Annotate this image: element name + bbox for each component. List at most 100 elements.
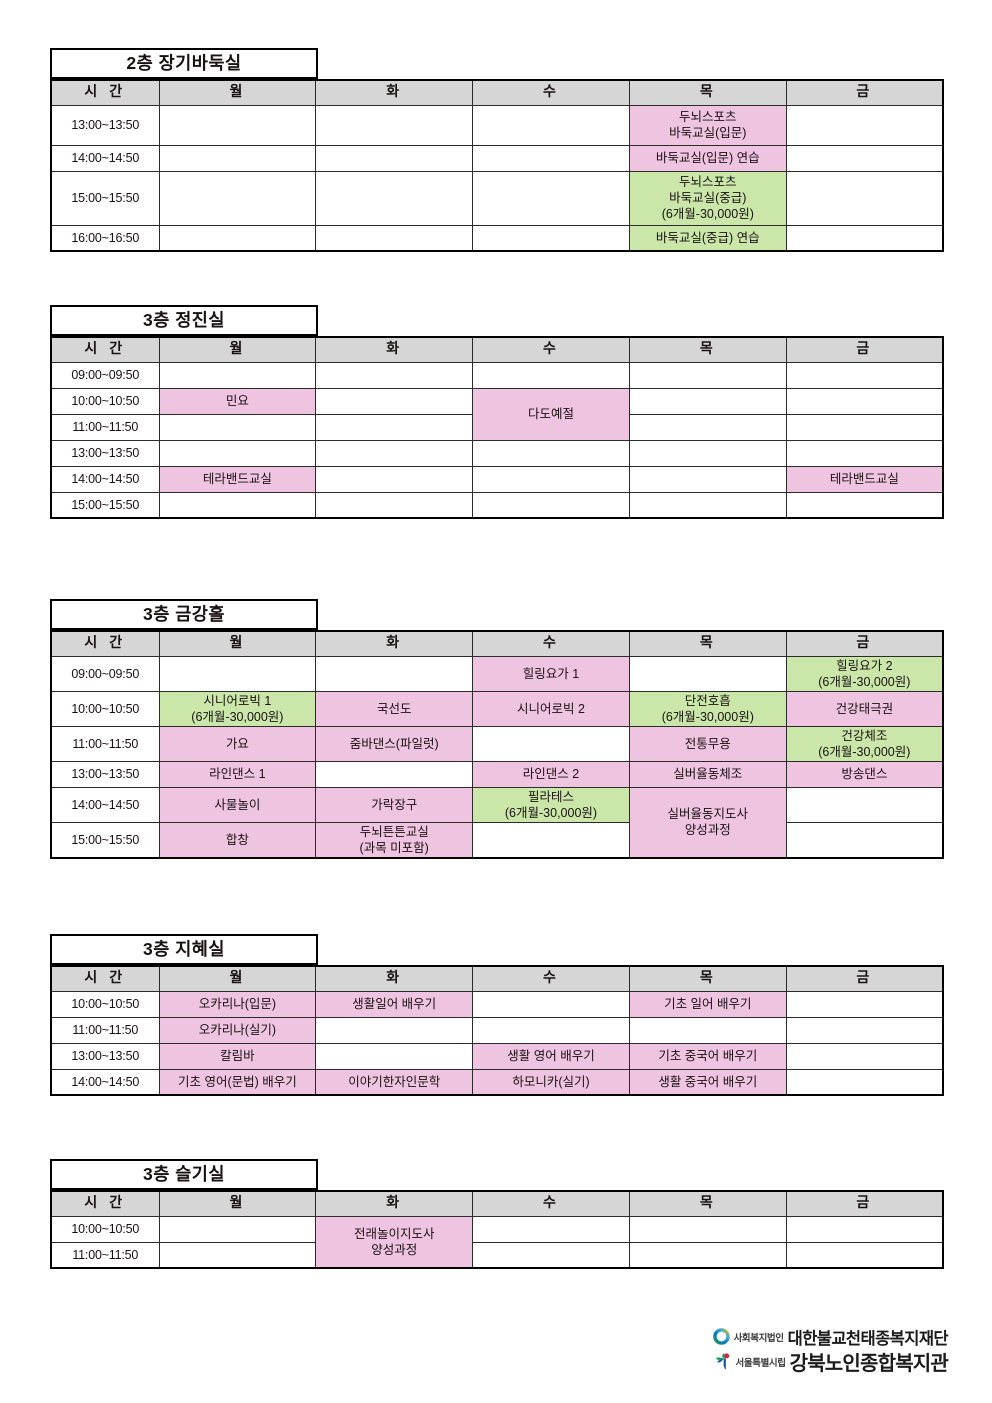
program-cell[interactable]: 줌바댄스(파일럿): [315, 725, 474, 762]
table-row: 10:00~10:50 민요 다도예절: [51, 387, 943, 441]
empty-cell: [315, 361, 474, 389]
program-cell[interactable]: 힐링요가 2 (6개월-30,000원): [785, 655, 943, 692]
table-row: 11:00~11:50 오카리나(실기): [51, 1016, 943, 1044]
program-cell[interactable]: 이야기한자인문학: [315, 1068, 474, 1095]
program-cell[interactable]: 오카리나(입문): [158, 990, 317, 1018]
program-line: 힐링요가 1: [522, 666, 580, 681]
block-title: 3층 지혜실: [50, 934, 318, 965]
program-cell[interactable]: 테라밴드교실: [785, 465, 943, 493]
program-cell[interactable]: 생활 영어 배우기: [472, 1042, 630, 1070]
program-cell[interactable]: 단전호흡 (6개월-30,000원): [628, 690, 787, 727]
program-cell[interactable]: 테라밴드교실: [158, 465, 317, 493]
empty-cell: [785, 224, 943, 251]
empty-cell: [315, 465, 474, 493]
program-cell[interactable]: 건강체조 (6개월-30,000원): [785, 725, 943, 762]
table-row: 14:00~14:50 바둑교실(입문) 연습: [51, 144, 943, 172]
empty-cell: [315, 1016, 474, 1044]
program-line: (6개월-30,000원): [504, 805, 598, 820]
program-cell[interactable]: 국선도: [315, 690, 474, 727]
program-line: 생활 중국어 배우기: [658, 1074, 758, 1089]
program-cell[interactable]: 바둑교실(입문) 연습: [628, 144, 787, 172]
program-cell[interactable]: 실버율동체조: [628, 760, 787, 788]
table-row: 16:00~16:50 바둑교실(중급) 연습: [51, 224, 943, 251]
empty-cell: [158, 104, 317, 146]
table-row: 09:00~09:50: [51, 361, 943, 389]
empty-cell: [628, 1215, 787, 1243]
footer-org2-name: 강북노인종합복지관: [789, 1353, 949, 1375]
column-header-day-화: 화: [315, 337, 474, 363]
program-line: 전래놀이지도사: [353, 1226, 435, 1241]
footer-org1: 사회복지법인 대한불교천태종복지재단: [0, 1324, 992, 1349]
program-line: 라인댄스 2: [522, 767, 580, 781]
program-cell[interactable]: 오카리나(실기): [158, 1016, 317, 1044]
empty-cell: [785, 387, 943, 415]
schedule-table: 시 간 월 화 수 목 금 09:00~09:50 힐링요가 1 힐링요가 2 (6개월-30…: [50, 630, 944, 859]
program-cell[interactable]: 기초 일어 배우기: [628, 990, 787, 1018]
program-cell[interactable]: 생활 중국어 배우기: [628, 1068, 787, 1095]
program-cell[interactable]: 하모니카(실기): [472, 1068, 630, 1095]
program-cell[interactable]: 필라테스 (6개월-30,000원): [472, 786, 630, 823]
program-cell[interactable]: 기초 영어(문법) 배우기: [158, 1068, 317, 1095]
footer-org2: 서울특별시립 강북노인종합복지관: [0, 1349, 992, 1375]
program-line: 기초 영어(문법) 배우기: [178, 1074, 297, 1089]
program-cell[interactable]: 생활일어 배우기: [315, 990, 474, 1018]
time-slot-label: 10:00~10:50: [51, 387, 160, 415]
column-header-day-금: 금: [785, 966, 943, 992]
program-cell[interactable]: 실버율동지도사 양성과정: [628, 786, 787, 858]
time-slot-label: 09:00~09:50: [51, 655, 160, 692]
program-cell[interactable]: 가요: [158, 725, 317, 762]
program-cell[interactable]: 방송댄스: [785, 760, 943, 788]
program-cell[interactable]: 가락장구: [315, 786, 474, 823]
empty-cell: [472, 104, 630, 146]
column-header-time: 시 간: [51, 337, 160, 363]
program-cell[interactable]: 라인댄스 2: [472, 760, 630, 788]
time-slot-label: 13:00~13:50: [51, 104, 160, 146]
empty-cell: [158, 439, 317, 467]
program-cell[interactable]: 다도예절: [472, 387, 630, 441]
program-line: (6개월-30,000원): [661, 709, 754, 724]
program-cell[interactable]: 칼림바: [158, 1042, 317, 1070]
program-cell[interactable]: 합창: [158, 821, 317, 858]
program-cell[interactable]: 전통무용: [628, 725, 787, 762]
empty-cell: [472, 465, 630, 493]
time-slot-label: 10:00~10:50: [51, 1215, 160, 1243]
program-line: 양성과정: [371, 1242, 418, 1257]
time-slot-label: 13:00~13:50: [51, 760, 160, 788]
ring-logo-icon: [712, 1327, 731, 1346]
program-cell[interactable]: 두뇌스포츠 바둑교실(중급) (6개월-30,000원): [628, 170, 787, 226]
program-cell[interactable]: 기초 중국어 배우기: [628, 1042, 787, 1070]
program-cell[interactable]: 시니어로빅 2: [472, 690, 630, 727]
program-cell[interactable]: 라인댄스 1: [158, 760, 317, 788]
program-line: (6개월-30,000원): [818, 744, 911, 759]
program-cell[interactable]: 전래놀이지도사 양성과정: [315, 1215, 474, 1269]
empty-cell: [785, 1241, 943, 1268]
column-header-day-목: 목: [628, 80, 787, 106]
program-line: 다도예절: [527, 407, 574, 421]
program-cell[interactable]: 바둑교실(중급) 연습: [628, 224, 787, 251]
program-cell[interactable]: 민요: [158, 387, 317, 415]
column-header-day-화: 화: [315, 80, 474, 106]
schedule-table: 시 간 월 화 수 목 금 10:00~10:50 오카리나(입문) 생활일어 배우기 기초 일…: [50, 965, 944, 1096]
program-cell[interactable]: 힐링요가 1: [472, 655, 630, 692]
program-line: 바둑교실(입문): [669, 126, 747, 140]
program-line: 두뇌스포츠: [679, 175, 737, 189]
column-header-day-수: 수: [472, 80, 630, 106]
program-cell[interactable]: 두뇌튼튼교실 (과목 미포함): [315, 821, 474, 858]
empty-cell: [785, 1215, 943, 1243]
program-line: 두뇌스포츠: [679, 110, 737, 124]
empty-cell: [628, 439, 787, 467]
empty-cell: [472, 1016, 630, 1044]
empty-cell: [785, 413, 943, 441]
program-cell[interactable]: 건강태극권: [785, 690, 943, 727]
program-line: 테라밴드교실: [202, 472, 272, 486]
column-header-day-화: 화: [315, 1191, 474, 1217]
program-cell[interactable]: 시니어로빅 1 (6개월-30,000원): [158, 690, 317, 727]
program-cell[interactable]: 사물놀이: [158, 786, 317, 823]
column-header-day-목: 목: [628, 337, 787, 363]
empty-cell: [472, 144, 630, 172]
table-row: 13:00~13:50: [51, 439, 943, 467]
